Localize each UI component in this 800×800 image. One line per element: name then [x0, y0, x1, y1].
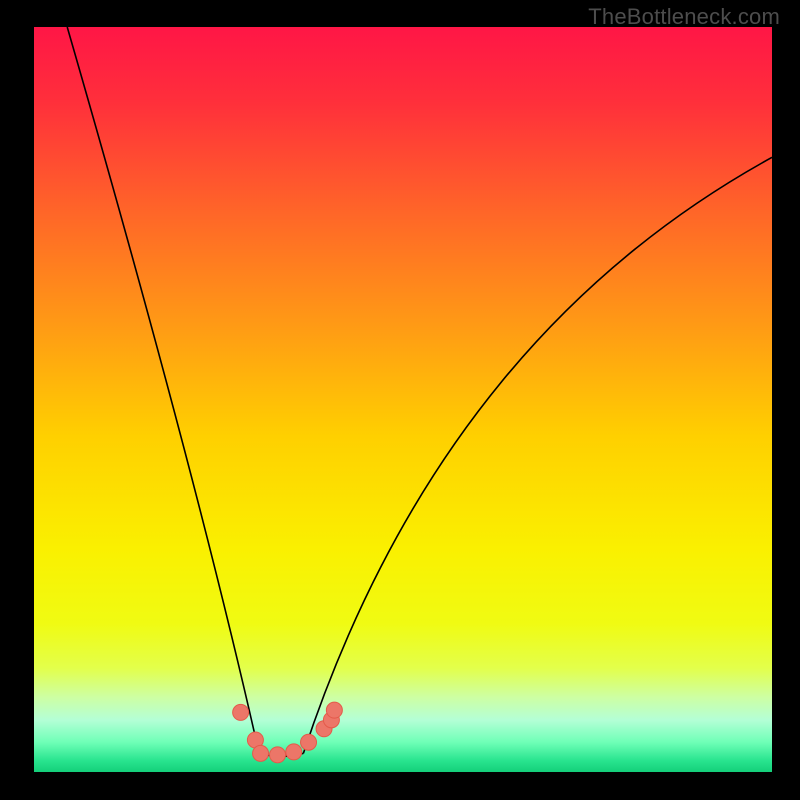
bottleneck-curve-left — [67, 27, 259, 753]
data-marker — [326, 702, 342, 718]
bottleneck-curve-right — [303, 157, 772, 753]
data-marker — [253, 745, 269, 761]
data-marker — [301, 734, 317, 750]
curve-layer — [34, 27, 772, 772]
data-marker — [286, 744, 302, 760]
plot-area — [34, 27, 772, 772]
data-marker — [233, 704, 249, 720]
chart-canvas: TheBottleneck.com — [0, 0, 800, 800]
watermark-text: TheBottleneck.com — [588, 4, 780, 30]
data-marker — [270, 747, 286, 763]
